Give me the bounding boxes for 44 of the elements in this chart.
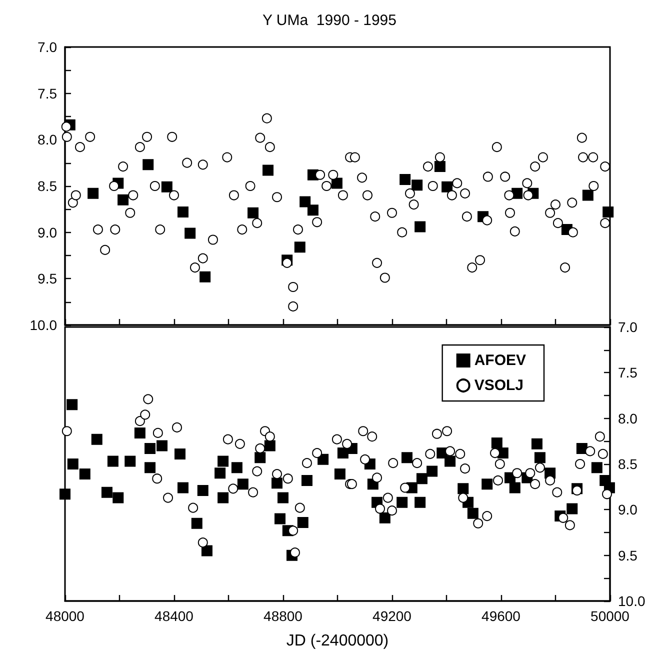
y-tick-label: 9.0 bbox=[38, 224, 58, 240]
point bbox=[412, 180, 423, 191]
point bbox=[177, 206, 188, 218]
point bbox=[400, 174, 411, 186]
point bbox=[442, 181, 453, 192]
point bbox=[262, 164, 274, 176]
y-tick-label: 8.0 bbox=[38, 132, 58, 148]
point bbox=[118, 194, 129, 206]
point bbox=[331, 178, 342, 189]
point bbox=[88, 188, 99, 199]
point bbox=[184, 228, 196, 239]
x-tick-label: 48800 bbox=[264, 608, 303, 624]
point bbox=[294, 242, 306, 253]
x-tick-label: 48400 bbox=[154, 608, 194, 624]
y-tick-label: 9.5 bbox=[38, 270, 58, 287]
point bbox=[602, 206, 614, 218]
point bbox=[434, 161, 446, 172]
y-tick-label: 10.0 bbox=[30, 317, 58, 333]
y-tick-label: 7.0 bbox=[38, 39, 58, 55]
y2-tick-label: 7.5 bbox=[618, 364, 638, 381]
y-tick-label: 7.5 bbox=[38, 85, 58, 102]
y2-tick-label: 7.0 bbox=[618, 319, 638, 335]
y2-tick-label: 8.0 bbox=[618, 410, 638, 426]
x-tick-label: 49600 bbox=[482, 608, 521, 624]
point bbox=[307, 204, 318, 216]
y2-tick-label: 10.0 bbox=[618, 593, 646, 609]
point bbox=[161, 181, 172, 192]
point bbox=[142, 159, 154, 170]
y2-tick-label: 9.5 bbox=[618, 547, 638, 564]
x-tick-label: 48000 bbox=[46, 608, 85, 624]
y-tick-label: 8.5 bbox=[38, 178, 58, 194]
legend-label: AFOEV bbox=[474, 352, 526, 369]
x-tick-label: 50000 bbox=[590, 608, 630, 624]
y2-tick-label: 9.0 bbox=[618, 502, 638, 518]
point bbox=[300, 196, 311, 208]
point bbox=[200, 271, 211, 282]
point bbox=[248, 207, 259, 218]
legend-label: VSOLJ bbox=[474, 377, 524, 394]
point bbox=[582, 190, 594, 201]
x-axis-title: JD (-2400000) bbox=[286, 632, 389, 650]
chart-title: Y UMa 1990 - 1995 bbox=[262, 12, 396, 29]
x-tick-label: 49200 bbox=[372, 608, 412, 624]
y2-tick-label: 8.5 bbox=[618, 456, 638, 472]
point bbox=[414, 221, 426, 232]
